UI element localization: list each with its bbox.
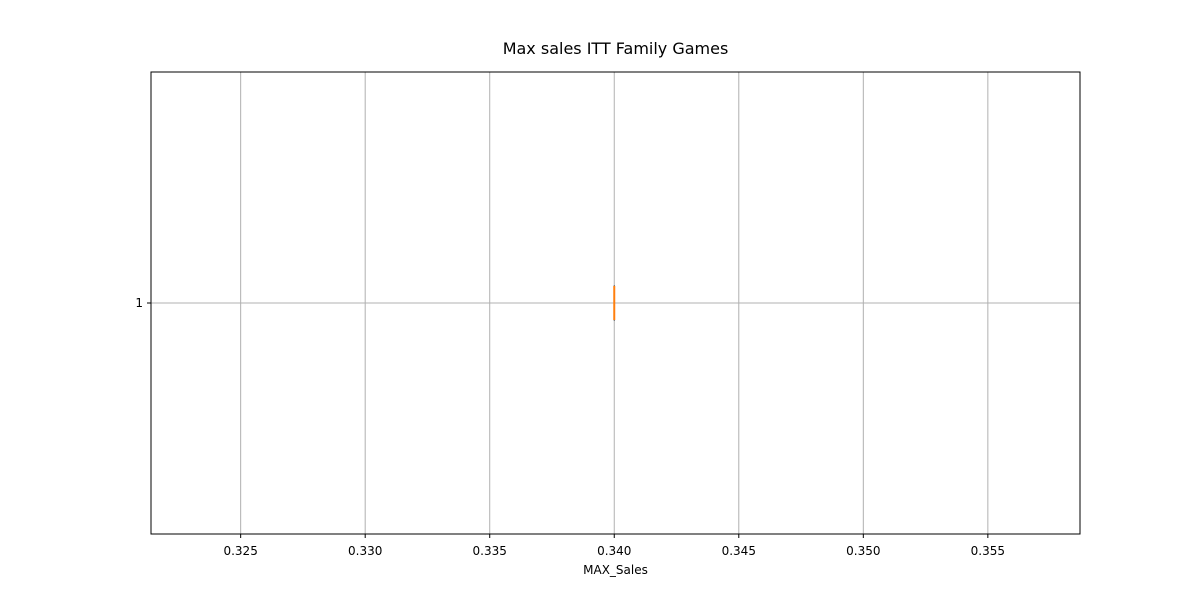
x-tick-label: 0.345 (722, 544, 756, 558)
x-axis-label: MAX_Sales (583, 563, 648, 577)
x-axis-ticks: 0.325 0.330 0.335 0.340 0.345 0.350 0.355 (223, 534, 1005, 558)
x-tick-label: 0.330 (348, 544, 382, 558)
x-tick-label: 0.325 (223, 544, 257, 558)
chart-title: Max sales ITT Family Games (503, 39, 729, 58)
x-tick-label: 0.335 (473, 544, 507, 558)
y-tick-label: 1 (135, 296, 143, 310)
grid (151, 72, 1080, 534)
x-tick-label: 0.340 (597, 544, 631, 558)
y-axis-ticks: 1 (135, 296, 151, 310)
x-tick-label: 0.355 (971, 544, 1005, 558)
x-tick-label: 0.350 (846, 544, 880, 558)
